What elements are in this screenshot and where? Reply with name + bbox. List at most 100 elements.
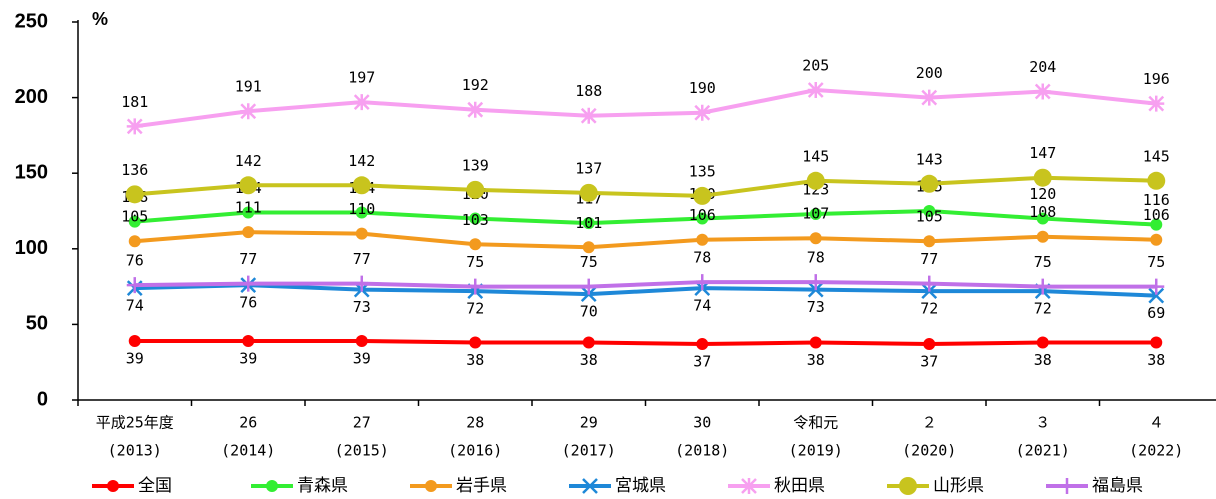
data-label: 73 <box>353 298 371 316</box>
marker <box>923 205 936 217</box>
marker <box>353 275 370 292</box>
data-label: 75 <box>466 253 484 271</box>
series <box>126 274 1165 295</box>
data-label: 75 <box>1034 253 1052 271</box>
series-line <box>134 208 1157 227</box>
data-label: 103 <box>462 211 489 229</box>
series-line <box>134 283 1157 298</box>
marker <box>125 185 144 204</box>
data-label: 197 <box>348 69 375 87</box>
marker <box>107 480 119 492</box>
marker <box>239 176 258 195</box>
data-label: 72 <box>466 300 484 318</box>
data-label: 37 <box>920 353 938 371</box>
data-label: 205 <box>802 57 829 75</box>
marker <box>580 278 597 295</box>
marker <box>425 480 437 492</box>
y-tick-label: 250 <box>15 10 48 32</box>
data-label: 110 <box>348 200 375 218</box>
marker <box>1034 83 1051 100</box>
data-label: 200 <box>916 64 943 82</box>
marker <box>696 212 709 225</box>
x-tick-label: 令和元 <box>793 414 838 432</box>
data-label: 78 <box>807 249 825 267</box>
data-label: 76 <box>239 294 257 312</box>
marker <box>696 338 709 351</box>
series <box>128 226 1163 254</box>
marker <box>128 335 141 348</box>
data-label: 77 <box>920 250 938 268</box>
marker <box>240 275 257 292</box>
data-label: 107 <box>802 205 829 223</box>
x-tick-label: 26 <box>239 414 257 432</box>
x-tick-label: (2021) <box>1016 442 1070 460</box>
data-label: 108 <box>1029 203 1056 221</box>
data-label: 191 <box>235 78 262 96</box>
data-label: 38 <box>466 351 484 369</box>
marker <box>128 215 141 228</box>
x-tick-label: (2014) <box>221 442 275 460</box>
data-label: 204 <box>1029 58 1056 76</box>
data-label: 38 <box>1034 351 1052 369</box>
data-label: 39 <box>126 350 144 368</box>
marker <box>242 226 255 239</box>
x-tick-label: (2013) <box>108 442 162 460</box>
marker <box>1147 171 1166 190</box>
marker <box>469 238 482 251</box>
marker <box>126 277 143 294</box>
marker <box>469 336 482 349</box>
series-line <box>134 339 1157 347</box>
data-label: 38 <box>807 351 825 369</box>
x-tick-label: 30 <box>693 414 711 432</box>
series-line <box>134 88 1157 129</box>
data-label: 39 <box>353 350 371 368</box>
marker <box>266 480 278 492</box>
marker <box>923 235 936 248</box>
marker <box>355 227 368 240</box>
data-label: 101 <box>575 214 602 232</box>
marker <box>128 235 141 248</box>
marker <box>1150 336 1163 349</box>
marker <box>1148 95 1165 112</box>
marker <box>353 94 370 111</box>
series-line <box>134 175 1157 198</box>
legend-label: 福島県 <box>1092 476 1143 496</box>
marker <box>467 278 484 295</box>
data-label: 145 <box>1143 147 1170 165</box>
x-tick-label: (2015) <box>335 442 389 460</box>
data-label: 145 <box>802 147 829 165</box>
x-tick-label: 平成25年度 <box>96 414 174 432</box>
marker <box>921 275 938 292</box>
marker <box>1036 336 1049 349</box>
marker <box>1034 278 1051 295</box>
marker <box>126 118 143 135</box>
marker <box>467 101 484 118</box>
marker <box>580 107 597 124</box>
data-label: 74 <box>126 297 144 315</box>
data-label: 135 <box>689 162 716 180</box>
x-tick-label: (2018) <box>675 442 729 460</box>
data-label: 137 <box>575 159 602 177</box>
marker <box>242 206 255 219</box>
marker <box>921 89 938 106</box>
marker <box>582 217 595 230</box>
data-label: 147 <box>1029 144 1056 162</box>
marker <box>355 206 368 219</box>
marker <box>1036 230 1049 243</box>
legend-label: 岩手県 <box>456 476 507 496</box>
marker <box>920 174 939 193</box>
marker <box>352 176 371 195</box>
data-label: 142 <box>235 152 262 170</box>
y-tick-label: 50 <box>26 313 48 335</box>
data-label: 75 <box>580 253 598 271</box>
data-label: 70 <box>580 303 598 321</box>
data-label: 190 <box>689 79 716 97</box>
marker <box>923 338 936 351</box>
series <box>128 205 1163 231</box>
data-label: 136 <box>121 161 148 179</box>
legend-label: 秋田県 <box>774 476 825 496</box>
data-label: 139 <box>462 156 489 174</box>
data-label: 105 <box>121 208 148 226</box>
marker <box>1150 233 1163 246</box>
